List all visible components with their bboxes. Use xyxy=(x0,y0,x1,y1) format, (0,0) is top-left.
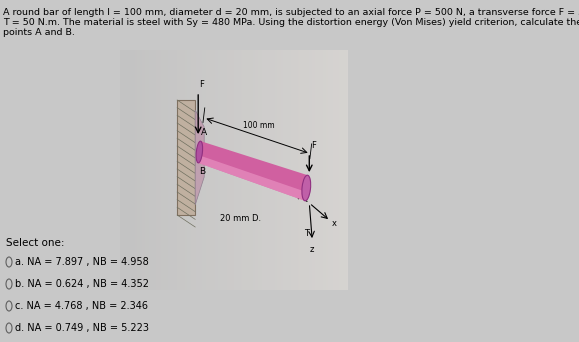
Text: A round bar of length l = 100 mm, diameter d = 20 mm, is subjected to an axial f: A round bar of length l = 100 mm, diamet… xyxy=(3,8,579,17)
Text: A: A xyxy=(201,128,207,137)
Text: Select one:: Select one: xyxy=(6,238,64,248)
Text: x: x xyxy=(332,219,337,227)
Text: y: y xyxy=(290,184,295,193)
Text: F: F xyxy=(199,80,204,89)
Polygon shape xyxy=(195,110,204,205)
Text: T = 50 N.m. The material is steel with Sy = 480 MPa. Using the distortion energy: T = 50 N.m. The material is steel with S… xyxy=(3,18,579,27)
Text: c. NA = 4.768 , NB = 2.346: c. NA = 4.768 , NB = 2.346 xyxy=(15,301,148,311)
Text: T: T xyxy=(305,228,310,237)
Text: 20 mm D.: 20 mm D. xyxy=(220,214,261,223)
Text: a. NA = 7.897 , NB = 4.958: a. NA = 7.897 , NB = 4.958 xyxy=(15,257,149,267)
Ellipse shape xyxy=(302,175,311,201)
Bar xyxy=(177,100,195,215)
Text: points A and B.: points A and B. xyxy=(3,28,75,37)
Text: b. NA = 0.624 , NB = 4.352: b. NA = 0.624 , NB = 4.352 xyxy=(15,279,149,289)
Polygon shape xyxy=(198,141,308,201)
Polygon shape xyxy=(198,155,306,201)
Ellipse shape xyxy=(196,141,203,163)
Text: B: B xyxy=(199,167,206,176)
Text: 100 mm: 100 mm xyxy=(243,121,274,130)
Text: F: F xyxy=(311,141,316,150)
Text: z: z xyxy=(310,245,314,254)
Text: d. NA = 0.749 , NB = 5.223: d. NA = 0.749 , NB = 5.223 xyxy=(15,323,149,333)
